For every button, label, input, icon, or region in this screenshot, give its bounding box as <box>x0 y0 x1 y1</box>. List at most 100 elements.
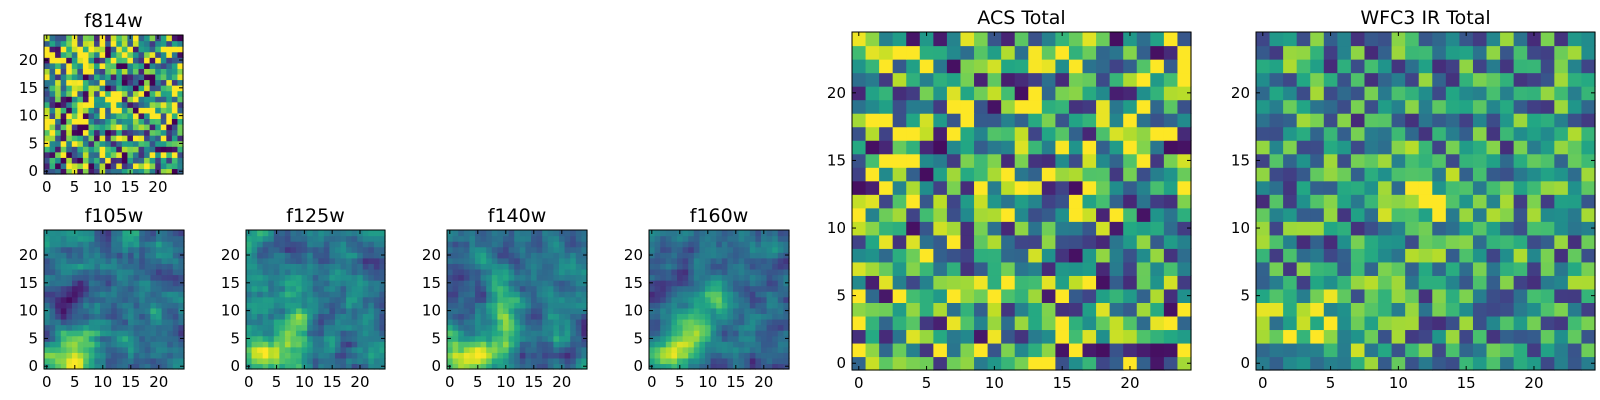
heatmap-cell <box>879 45 894 60</box>
heatmap-cell <box>279 235 286 242</box>
heatmap-cell <box>1055 72 1070 87</box>
heatmap-cell <box>273 280 280 287</box>
heatmap-cell <box>66 285 73 292</box>
heatmap-cell <box>665 335 672 342</box>
heatmap-cell <box>688 341 695 348</box>
heatmap-cell <box>547 357 554 365</box>
heatmap-cell <box>783 357 790 365</box>
heatmap-cell <box>329 335 336 342</box>
heatmap-cell <box>1163 180 1179 195</box>
heatmap-cell <box>116 363 123 370</box>
heatmap-cell <box>116 146 123 153</box>
heatmap-cell <box>519 296 526 303</box>
heatmap-cell <box>351 307 358 314</box>
heatmap-cell <box>1136 315 1151 331</box>
heatmap-cell <box>463 230 470 237</box>
heatmap-cell <box>167 302 174 309</box>
heatmap-cell <box>77 274 84 281</box>
heatmap-cell <box>1459 180 1474 195</box>
heatmap-cell <box>1296 275 1311 290</box>
heatmap-cell <box>1527 221 1542 236</box>
heatmap-cell <box>1378 221 1393 236</box>
heatmap-cell <box>564 252 571 259</box>
y-tick-label: 5 <box>633 329 643 347</box>
heatmap-cell <box>564 274 571 281</box>
heatmap-cell <box>1527 194 1542 209</box>
heatmap-cell <box>1014 234 1029 249</box>
heatmap-cell <box>340 246 347 253</box>
heatmap-cell <box>654 268 661 276</box>
heatmap-cell <box>1014 86 1029 101</box>
heatmap-cell <box>122 274 129 281</box>
heatmap-cell <box>1028 194 1043 209</box>
heatmap-cell <box>166 46 173 53</box>
heatmap-cell <box>497 235 504 242</box>
heatmap-cell <box>671 335 678 342</box>
heatmap-cell <box>329 313 336 320</box>
heatmap-cell <box>1001 72 1016 87</box>
heatmap-cell <box>547 274 554 281</box>
heatmap-cell <box>671 291 678 298</box>
heatmap-cell <box>879 207 894 222</box>
heatmap-cell <box>660 296 667 303</box>
heatmap-cell <box>1296 302 1311 317</box>
heatmap-cell <box>1123 113 1138 128</box>
heatmap-cell <box>738 274 745 281</box>
heatmap-cell <box>865 261 880 276</box>
heatmap-cell <box>246 263 253 270</box>
heatmap-cell <box>1082 342 1097 358</box>
heatmap-cell <box>772 330 779 337</box>
heatmap-cell <box>178 268 185 276</box>
heatmap-cell <box>246 235 253 242</box>
heatmap-cell <box>251 235 258 242</box>
heatmap-cell <box>879 113 894 128</box>
heatmap-cell <box>257 363 264 370</box>
heatmap-cell <box>693 346 700 353</box>
heatmap-cell <box>66 157 73 164</box>
heatmap-cell <box>49 68 56 75</box>
heatmap-cell <box>99 157 106 164</box>
heatmap-cell <box>1581 167 1596 182</box>
heatmap-cell <box>503 341 510 348</box>
heatmap-cell <box>1540 248 1555 263</box>
heatmap-cell <box>1472 153 1488 168</box>
heatmap-cell <box>671 313 678 320</box>
heatmap-cell <box>744 285 751 292</box>
heatmap-cell <box>1540 167 1555 182</box>
heatmap-cell <box>139 318 146 326</box>
heatmap-cell <box>66 101 73 108</box>
heatmap-cell <box>279 335 286 342</box>
heatmap-cell <box>575 285 582 292</box>
heatmap-cell <box>110 62 117 69</box>
heatmap-cell <box>88 318 95 326</box>
heatmap-cell <box>122 280 129 287</box>
heatmap-cell <box>1472 275 1488 290</box>
heatmap-cell <box>301 241 308 248</box>
heatmap-cell <box>105 302 112 309</box>
heatmap-cell <box>156 291 163 298</box>
heatmap-cell <box>469 296 476 303</box>
heatmap-cell <box>1391 302 1406 317</box>
heatmap-cell <box>974 126 989 141</box>
heatmap-cell <box>144 168 151 175</box>
heatmap-cell <box>77 57 84 64</box>
heatmap-cell <box>251 313 258 320</box>
heatmap-cell <box>1256 86 1271 101</box>
heatmap-cell <box>1418 342 1433 358</box>
heatmap-cell <box>167 363 174 370</box>
heatmap-cell <box>491 313 498 320</box>
heatmap-cell <box>1082 288 1097 303</box>
heatmap-cell <box>738 235 745 242</box>
heatmap-cell <box>671 285 678 292</box>
heatmap-cell <box>525 330 532 337</box>
heatmap-cell <box>284 318 292 326</box>
heatmap-cell <box>121 40 128 47</box>
heatmap-cell <box>346 341 353 348</box>
heatmap-cell <box>852 126 867 141</box>
heatmap-cell <box>1323 86 1338 101</box>
heatmap-cell <box>77 296 84 303</box>
heatmap-cell <box>373 302 381 309</box>
heatmap-cell <box>480 313 487 320</box>
heatmap-cell <box>1068 140 1084 155</box>
heatmap-cell <box>318 241 325 248</box>
